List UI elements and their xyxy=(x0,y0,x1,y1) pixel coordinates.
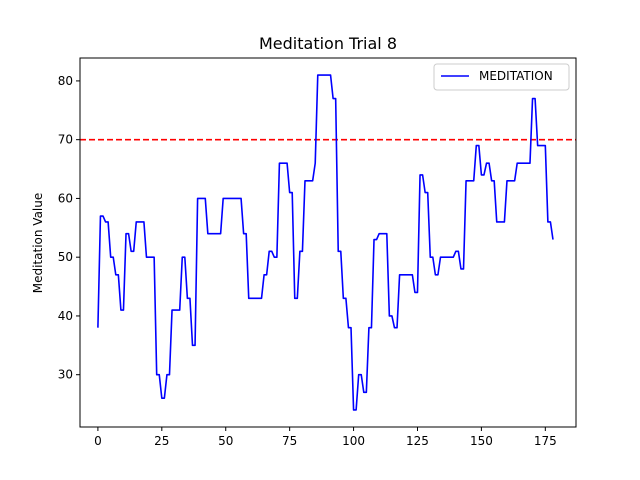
legend-label-meditation: MEDITATION xyxy=(479,69,553,83)
series-line-meditation xyxy=(97,74,554,411)
y-tick-label: 50 xyxy=(58,250,73,264)
chart-title: Meditation Trial 8 xyxy=(259,34,397,53)
x-tick-label: 0 xyxy=(94,434,102,448)
y-tick-label: 40 xyxy=(58,309,73,323)
x-tick-label: 175 xyxy=(534,434,557,448)
legend: MEDITATION xyxy=(433,63,570,91)
y-tick-label: 30 xyxy=(58,368,73,382)
x-tick-label: 50 xyxy=(218,434,233,448)
y-tick-label: 80 xyxy=(58,74,73,88)
y-axis-label: Meditation Value xyxy=(31,193,45,294)
plot-area: 0 25 50 75 100 125 150 175 30 40 50 60 70 80 xyxy=(58,74,576,448)
y-tick-label: 60 xyxy=(58,191,73,205)
plot-frame xyxy=(79,57,577,428)
x-tick-label: 25 xyxy=(154,434,169,448)
x-tick-label: 75 xyxy=(282,434,297,448)
x-tick-label: 150 xyxy=(470,434,493,448)
y-tick-label: 70 xyxy=(58,133,73,147)
x-tick-label: 100 xyxy=(342,434,365,448)
legend-box xyxy=(433,63,570,91)
x-tick-label: 125 xyxy=(406,434,429,448)
